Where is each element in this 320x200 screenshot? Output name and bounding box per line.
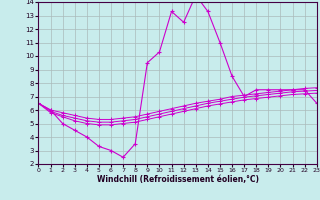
X-axis label: Windchill (Refroidissement éolien,°C): Windchill (Refroidissement éolien,°C) [97,175,259,184]
